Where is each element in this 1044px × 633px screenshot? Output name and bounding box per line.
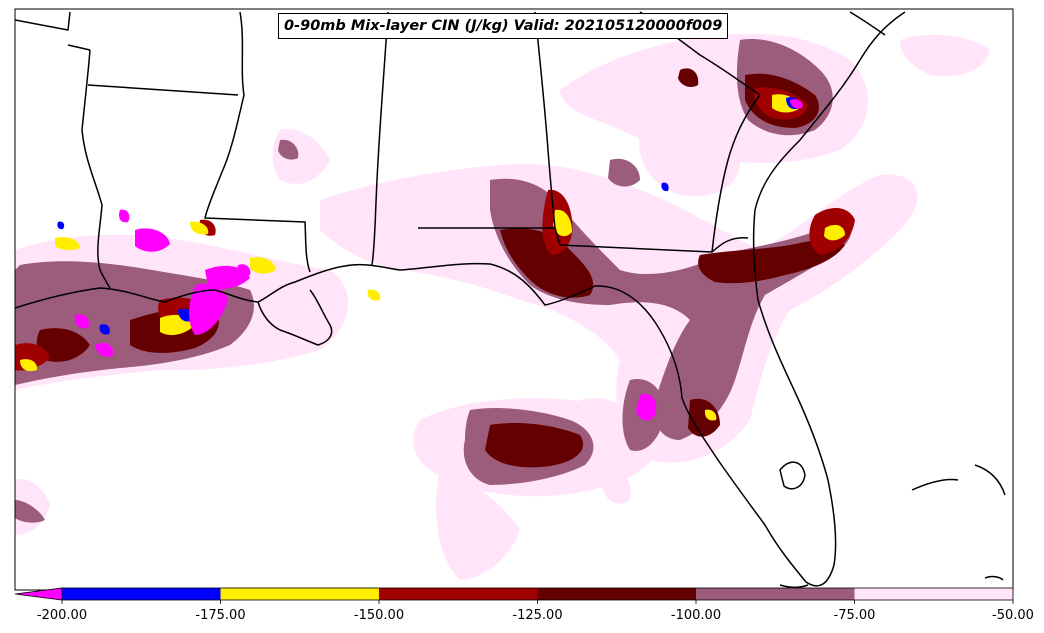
border-la-ms	[204, 11, 311, 273]
colorbar-tick-label: -100.00	[670, 608, 722, 623]
geographic-boundaries	[15, 11, 1006, 588]
border-al-ga	[534, 11, 556, 229]
la-delta-coast	[257, 289, 333, 346]
colorbar-tick-label: -150.00	[353, 608, 405, 623]
cin-magenta-areas	[74, 99, 803, 421]
border-sc-nc	[849, 11, 886, 36]
colorbar-tick-label: -75.00	[833, 608, 876, 623]
colorbar-bin	[696, 588, 855, 600]
colorbar	[14, 587, 1014, 604]
colorbar-tick-label: -200.00	[36, 608, 88, 623]
colorbar-bin	[537, 588, 696, 600]
border-ok-ar	[67, 44, 91, 51]
colorbar-tick-label: -125.00	[512, 608, 563, 623]
map-title: 0-90mb Mix-layer CIN (J/kg) Valid: 20210…	[278, 13, 729, 39]
border-ms-al	[371, 11, 389, 266]
border-ok	[15, 11, 71, 31]
border-al-fl-ga	[418, 227, 749, 253]
colorbar-bin	[379, 588, 538, 600]
colorbar-tick-label: -50.00	[992, 608, 1034, 623]
gulf-coastline	[15, 11, 906, 587]
colorbar-tick-label: -175.00	[195, 608, 246, 623]
bahamas-islands	[911, 464, 1006, 581]
colorbar-bin	[62, 588, 221, 600]
colorbar-bin	[854, 588, 1013, 600]
colorbar-outline	[61, 587, 1014, 601]
border-tx	[81, 49, 111, 289]
lake-okeechobee	[779, 461, 806, 490]
border-ar-la	[87, 84, 239, 96]
fl-keys	[779, 584, 809, 588]
border-ga-fl	[711, 94, 761, 253]
colorbar-bin	[220, 588, 379, 600]
